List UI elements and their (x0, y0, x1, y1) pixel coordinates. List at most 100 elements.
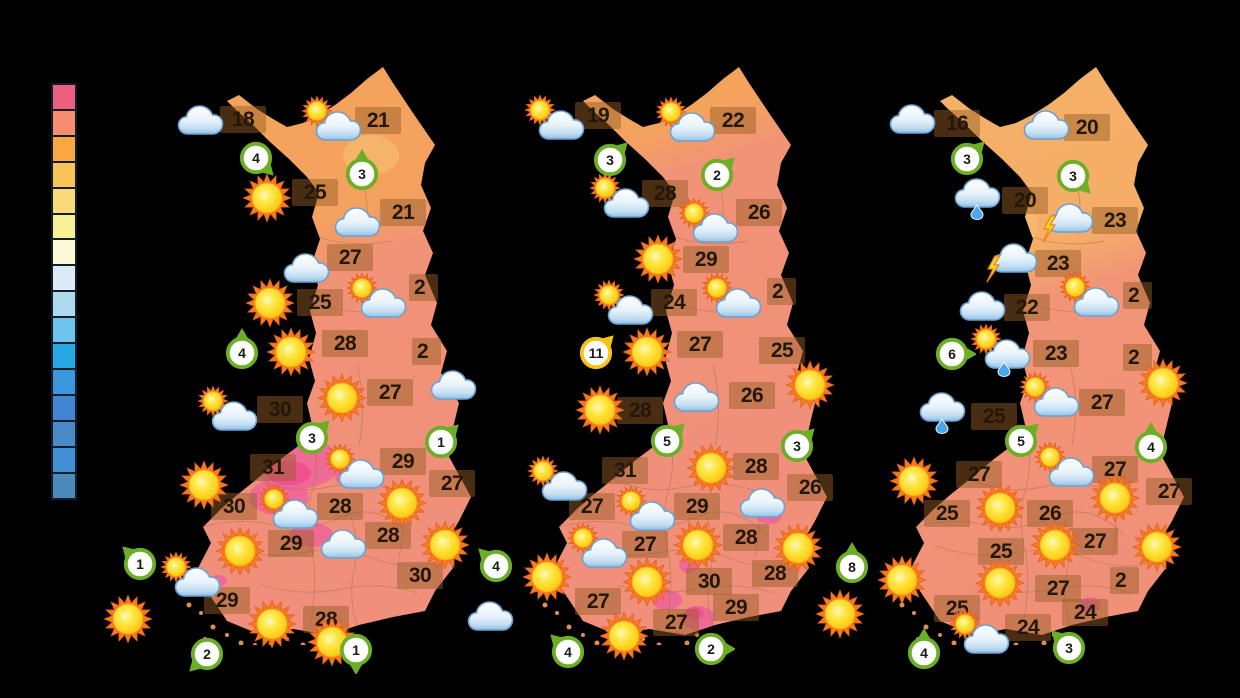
temperature-label: 2 (409, 274, 438, 301)
temperature-label: 25 (971, 403, 1017, 430)
wind-speed-pin: 3 (780, 428, 815, 463)
temperature-label: 23 (1092, 207, 1138, 234)
temperature-label: 27 (653, 609, 699, 636)
svg-text:2: 2 (203, 646, 211, 662)
wind-speed-pin: 6 (935, 337, 976, 371)
svg-text:3: 3 (1065, 640, 1073, 656)
temperature-label: 23 (1033, 340, 1079, 367)
temperature-label: 20 (1002, 187, 1048, 214)
wind-speed-pin: 3 (950, 141, 985, 176)
temperature-label: 22 (710, 107, 756, 134)
temperature-label: 2 (1110, 567, 1139, 594)
wind-speed-pin: 8 (835, 542, 869, 584)
weather-icon-cloud (467, 601, 514, 631)
temperature-label: 25 (297, 289, 343, 316)
svg-text:5: 5 (663, 433, 671, 449)
wind-speed-pin: 5 (650, 423, 685, 458)
svg-text:11: 11 (589, 345, 604, 361)
scale-swatch (51, 108, 77, 137)
scale-swatch (51, 186, 77, 215)
wind-speed-pin: 11 (579, 335, 614, 370)
temperature-label: 26 (736, 199, 782, 226)
wind-speed-pin: 4 (550, 634, 585, 669)
scale-swatch (51, 393, 77, 422)
scale-swatch (51, 83, 77, 111)
scale-swatch (51, 238, 77, 267)
temperature-label: 31 (602, 457, 648, 484)
temperature-label: 28 (317, 493, 363, 520)
temperature-label: 27 (367, 379, 413, 406)
weather-icon-sun (103, 594, 153, 644)
temperature-label: 26 (787, 474, 833, 501)
wind-speed-pin: 1 (122, 546, 157, 581)
svg-text:4: 4 (920, 645, 928, 661)
temperature-label: 24 (1005, 614, 1051, 641)
temperature-label: 31 (250, 454, 296, 481)
temperature-label: 21 (355, 107, 401, 134)
temperature-label: 28 (752, 560, 798, 587)
svg-text:3: 3 (793, 438, 801, 454)
temperature-label: 19 (575, 102, 621, 129)
svg-text:3: 3 (308, 430, 316, 446)
wind-speed-pin: 4 (478, 548, 513, 583)
temperature-label: 26 (1027, 500, 1073, 527)
temperature-label: 30 (211, 493, 257, 520)
wind-speed-pin: 4 (239, 141, 274, 176)
scale-swatch (51, 471, 77, 500)
svg-text:3: 3 (1069, 168, 1077, 184)
wind-speed-pin: 4 (907, 628, 941, 670)
temperature-label: 27 (677, 331, 723, 358)
temperature-label: 24 (1062, 599, 1108, 626)
svg-text:4: 4 (252, 150, 260, 166)
temperature-label: 27 (1146, 478, 1192, 505)
temperature-label: 25 (759, 337, 805, 364)
temperature-label: 27 (1072, 528, 1118, 555)
scale-swatch (51, 160, 77, 189)
temperature-label: 30 (257, 396, 303, 423)
temperature-label: 29 (674, 493, 720, 520)
svg-text:6: 6 (948, 346, 956, 362)
temperature-label: 29 (204, 587, 250, 614)
temperature-label: 23 (1035, 250, 1081, 277)
temperature-label: 26 (729, 382, 775, 409)
scale-swatch (51, 316, 77, 345)
wind-speed-pin: 4 (225, 328, 259, 370)
temperature-label: 21 (380, 199, 426, 226)
svg-text:1: 1 (352, 642, 360, 658)
temperature-label: 18 (220, 106, 266, 133)
temperature-label: 29 (268, 530, 314, 557)
wind-speed-pin: 2 (189, 637, 224, 672)
temperature-label: 28 (365, 522, 411, 549)
svg-text:2: 2 (713, 167, 721, 183)
temperature-label: 29 (713, 594, 759, 621)
temperature-label: 27 (956, 461, 1002, 488)
temperature-label: 22 (1004, 294, 1050, 321)
wind-speed-pin: 1 (339, 633, 373, 674)
temperature-label: 20 (1064, 114, 1110, 141)
svg-text:4: 4 (564, 644, 572, 660)
svg-text:2: 2 (707, 641, 715, 657)
temperature-label: 28 (733, 453, 779, 480)
temperature-label: 24 (651, 289, 697, 316)
temperature-label: 27 (1035, 575, 1081, 602)
wind-speed-pin: 3 (1056, 159, 1091, 194)
wind-speed-pin: 3 (593, 142, 628, 177)
temperature-label: 30 (397, 562, 443, 589)
scale-swatch (51, 290, 77, 319)
svg-text:3: 3 (963, 151, 971, 167)
scale-swatch (51, 342, 77, 370)
temperature-label: 28 (723, 524, 769, 551)
svg-text:4: 4 (492, 558, 500, 574)
wind-speed-pin: 4 (1134, 422, 1168, 464)
temperature-label: 25 (978, 538, 1024, 565)
temperature-label: 29 (683, 246, 729, 273)
temperature-label: 30 (686, 568, 732, 595)
temperature-label: 28 (322, 330, 368, 357)
temperature-label: 25 (924, 500, 970, 527)
temperature-label: 25 (934, 595, 980, 622)
wind-speed-pin: 2 (694, 632, 735, 666)
temperature-label: 27 (327, 244, 373, 271)
temperature-label: 25 (292, 179, 338, 206)
wind-speed-pin: 3 (345, 149, 379, 191)
